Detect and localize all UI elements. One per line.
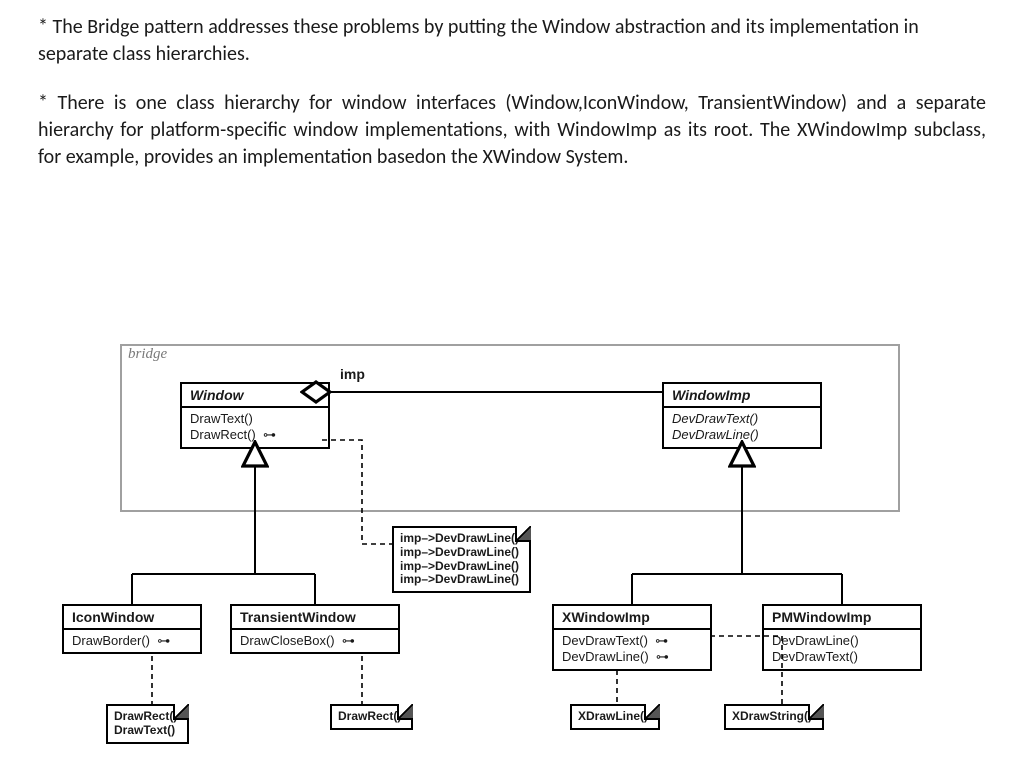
class-pmwindowimp: PMWindowImp DevDrawLine() DevDrawText() (762, 604, 922, 671)
class-xwindowimp: XWindowImp DevDrawText() ⊶ DevDrawLine()… (552, 604, 712, 671)
class-ops: DevDrawText() ⊶ DevDrawLine() ⊶ (554, 630, 710, 669)
note-iconwindow: DrawRect() DrawText() (106, 704, 189, 744)
note-xwindowimp: XDrawLine() (570, 704, 660, 730)
class-ops: DrawCloseBox() ⊶ (232, 630, 398, 652)
note-drawrect-impl: imp–>DevDrawLine() imp–>DevDrawLine() im… (392, 526, 531, 593)
class-ops: DrawText() DrawRect() ⊶ (182, 408, 328, 447)
class-ops: DevDrawLine() DevDrawText() (764, 630, 920, 669)
note-pmwindowimp: XDrawString() (724, 704, 824, 730)
class-window: Window DrawText() DrawRect() ⊶ (180, 382, 330, 449)
paragraph-2: * There is one class hierarchy for windo… (0, 90, 1024, 171)
class-title: PMWindowImp (764, 606, 920, 630)
class-iconwindow: IconWindow DrawBorder() ⊶ (62, 604, 202, 654)
class-ops: DrawBorder() ⊶ (64, 630, 200, 652)
paragraph-1: * The Bridge pattern addresses these pro… (0, 14, 1024, 68)
class-ops: DevDrawText() DevDrawLine() (664, 408, 820, 447)
bridge-frame-label: bridge (128, 346, 167, 363)
note-transient: DrawRect() (330, 704, 413, 730)
class-windowimp: WindowImp DevDrawText() DevDrawLine() (662, 382, 822, 449)
class-title: IconWindow (64, 606, 200, 630)
class-transientwindow: TransientWindow DrawCloseBox() ⊶ (230, 604, 400, 654)
class-title: TransientWindow (232, 606, 398, 630)
class-title: XWindowImp (554, 606, 710, 630)
class-title: WindowImp (664, 384, 820, 408)
bridge-diagram: bridge imp Window DrawText() DrawRect() … (62, 344, 962, 764)
association-label-imp: imp (340, 366, 365, 382)
class-title: Window (182, 384, 328, 408)
